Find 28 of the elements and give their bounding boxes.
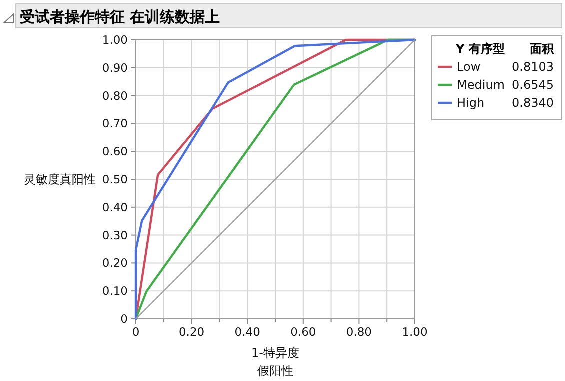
- x-tick-label: 1.00: [402, 325, 428, 339]
- chart-title: 受试者操作特征 在训练数据上: [19, 8, 220, 26]
- y-axis-title: 灵敏度真阳性: [24, 172, 96, 186]
- y-tick-label: 1.00: [102, 33, 128, 47]
- y-tick-label: 0.40: [102, 200, 128, 214]
- y-tick-label: 0.70: [102, 116, 128, 131]
- y-tick-label: 0.80: [102, 88, 128, 103]
- text: 0.8103: [512, 60, 554, 74]
- legend-label: High: [457, 96, 485, 110]
- x-tick-label: 0: [132, 325, 140, 339]
- y-tick-label: 0.30: [102, 228, 128, 242]
- text: 0.6545: [512, 78, 554, 92]
- y-tick-label: 0.90: [102, 60, 128, 75]
- y-tick-label: 0.60: [102, 144, 128, 159]
- y-tick-label: 0: [120, 312, 128, 326]
- y-tick-label: 0.10: [102, 284, 128, 298]
- x-axis-title: 1-特异度假阳性: [250, 345, 300, 380]
- x-tick-label: 0.60: [290, 325, 316, 339]
- text: 面积: [529, 42, 555, 56]
- text: 0.8340: [512, 96, 554, 110]
- x-tick-label: 0.20: [178, 325, 205, 339]
- x-tick-label: 0.40: [234, 325, 260, 339]
- legend-label: Low: [457, 60, 481, 74]
- y-tick-label: 0.50: [102, 172, 128, 186]
- legend-title: Y 有序型: [455, 42, 505, 56]
- x-tick-label: 0.80: [346, 325, 372, 339]
- legend-label: Medium: [457, 78, 505, 92]
- y-tick-label: 0.20: [102, 256, 128, 270]
